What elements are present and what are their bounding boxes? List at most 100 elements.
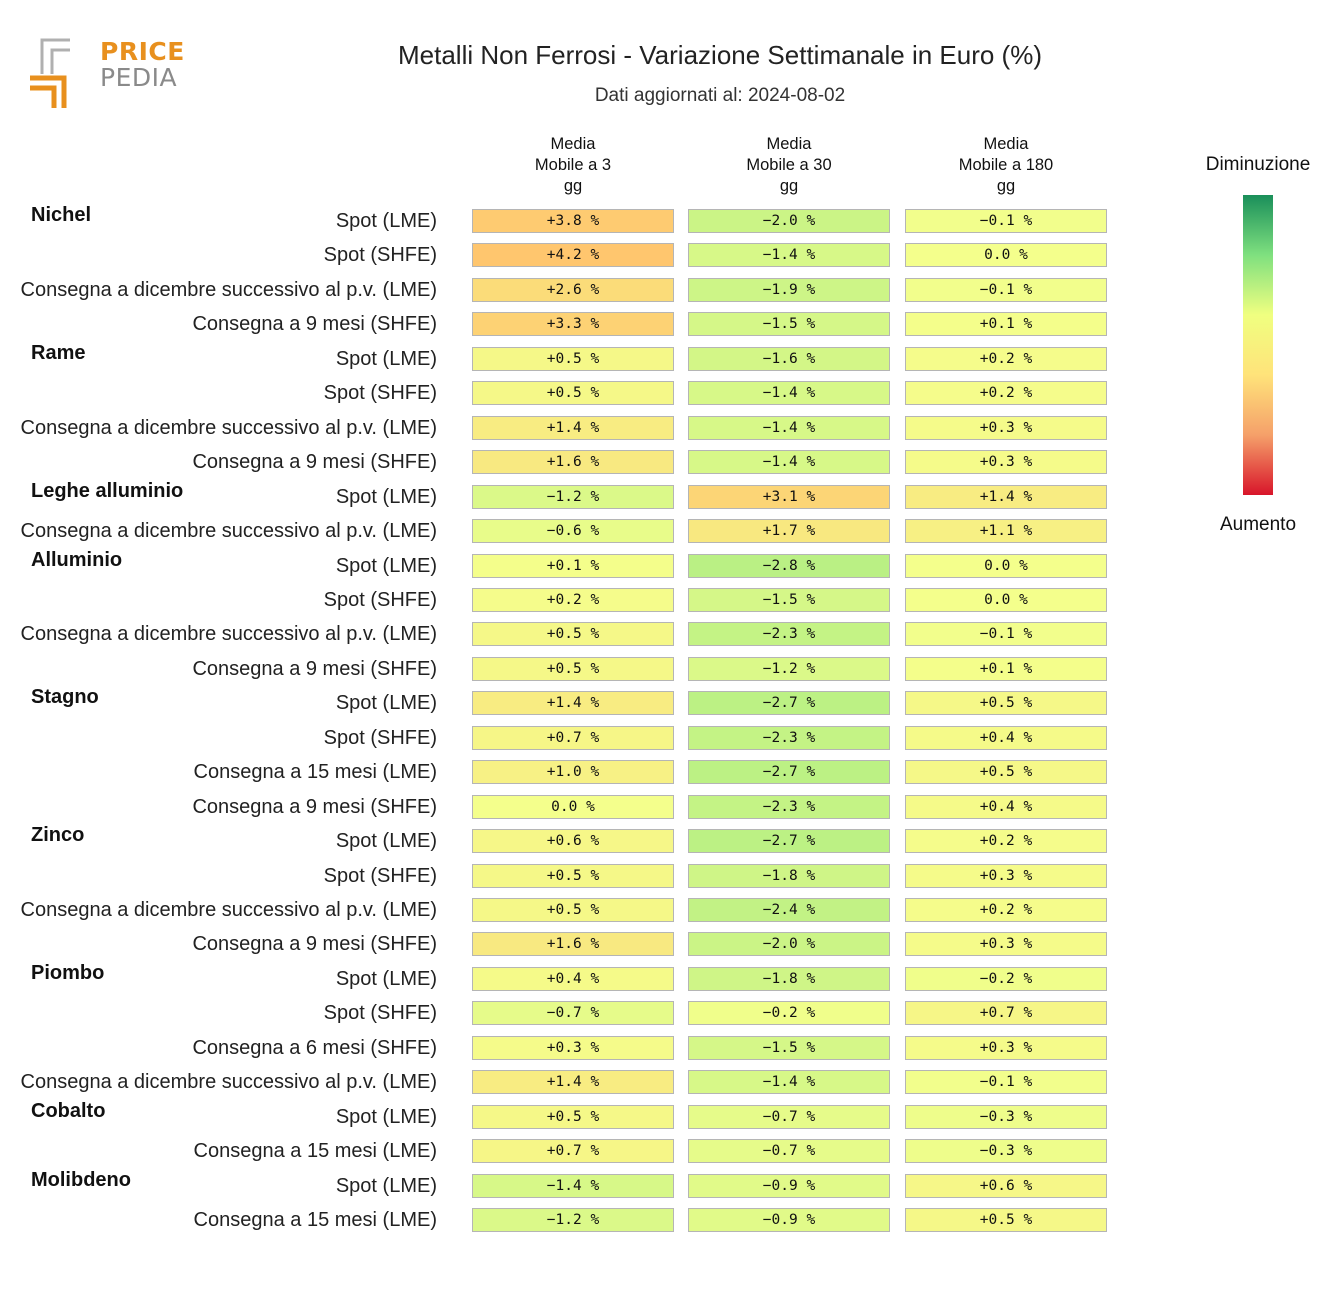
heatmap-cell: +0.4 % — [905, 725, 1107, 750]
column-header-line: gg — [779, 177, 799, 195]
column-header-line: Mobile a 3 — [534, 156, 612, 174]
heatmap-cell: +0.2 % — [905, 346, 1107, 371]
group-label: Cobalto — [31, 1099, 106, 1122]
heatmap-cell: −1.5 % — [688, 1035, 890, 1060]
logo-word-price: PRICE — [100, 37, 185, 66]
row-label: Spot (LME) — [335, 347, 437, 370]
heatmap-cell: +0.3 % — [905, 415, 1107, 440]
group-label: Piombo — [31, 961, 105, 984]
column-header-line: Mobile a 180 — [958, 156, 1054, 174]
row-label: Consegna a 9 mesi (SHFE) — [192, 451, 437, 474]
column-header-line: Media — [550, 135, 596, 153]
heatmap-cell: 0.0 % — [905, 553, 1107, 578]
row-label: Consegna a 9 mesi (SHFE) — [192, 313, 437, 336]
heatmap-cell: −1.4 % — [688, 450, 890, 475]
heatmap-cell: −0.2 % — [905, 966, 1107, 991]
heatmap-cell: +0.5 % — [472, 1104, 674, 1129]
heatmap-cell: +1.6 % — [472, 932, 674, 957]
heatmap-cell: −1.8 % — [688, 966, 890, 991]
heatmap-cell: +0.3 % — [905, 932, 1107, 957]
heatmap-cell: +0.7 % — [472, 1139, 674, 1164]
column-header-3: Media Mobile a 180 gg — [905, 134, 1107, 197]
heatmap-cell: +0.5 % — [472, 656, 674, 681]
heatmap-cell: +0.2 % — [905, 829, 1107, 854]
row-label: Consegna a 6 mesi (SHFE) — [192, 1036, 437, 1059]
heatmap-cell: +0.5 % — [905, 691, 1107, 716]
heatmap-cell: +1.6 % — [472, 450, 674, 475]
heatmap-cell: −1.4 % — [688, 243, 890, 268]
heatmap-cell: +3.8 % — [472, 209, 674, 233]
row-label: Consegna a dicembre successivo al p.v. (… — [20, 1071, 437, 1094]
heatmap-cell: −2.7 % — [688, 760, 890, 785]
heatmap-cell: −1.8 % — [688, 863, 890, 888]
heatmap-cell: +1.0 % — [472, 760, 674, 785]
row-label: Consegna a 9 mesi (SHFE) — [192, 657, 437, 680]
row-label: Spot (LME) — [335, 1105, 437, 1128]
heatmap-cell: +1.4 % — [472, 415, 674, 440]
column-header-line: gg — [996, 177, 1016, 195]
heatmap-cell: +0.5 % — [472, 346, 674, 371]
heatmap-cell: −0.6 % — [472, 519, 674, 544]
logo-word-pedia: PEDIA — [100, 63, 178, 92]
column-header-line: gg — [563, 177, 583, 195]
heatmap-cell: −1.5 % — [688, 312, 890, 337]
column-header-line: Media — [766, 135, 812, 153]
row-label: Spot (SHFE) — [323, 382, 437, 405]
legend-bottom-label: Aumento — [1219, 514, 1297, 535]
heatmap-cell: −0.7 % — [688, 1104, 890, 1129]
row-label: Spot (LME) — [335, 1174, 437, 1197]
heatmap-cell: +0.5 % — [472, 898, 674, 922]
group-label: Nichel — [31, 204, 92, 226]
heatmap-cell: −0.3 % — [905, 1139, 1107, 1164]
heatmap-cell: 0.0 % — [905, 243, 1107, 268]
row-label: Consegna a 9 mesi (SHFE) — [192, 795, 437, 818]
heatmap-cell: +1.4 % — [472, 691, 674, 716]
heatmap-cell: −0.7 % — [472, 1001, 674, 1026]
heatmap-cell: −0.1 % — [905, 1070, 1107, 1095]
column-header-2: Media Mobile a 30 gg — [688, 134, 890, 197]
column-header-1: Media Mobile a 3 gg — [472, 134, 674, 197]
row-label: Spot (LME) — [335, 485, 437, 508]
heatmap-cell: +0.7 % — [472, 725, 674, 750]
row-label: Spot (SHFE) — [323, 1002, 437, 1025]
logo-mark — [30, 38, 70, 108]
row-label: Spot (SHFE) — [323, 726, 437, 749]
heatmap-cell: +0.5 % — [905, 1208, 1107, 1233]
heatmap-cell: +0.1 % — [472, 553, 674, 578]
group-label: Alluminio — [31, 548, 123, 571]
heatmap-cell: +0.3 % — [905, 1035, 1107, 1060]
heatmap-cell: +0.2 % — [905, 381, 1107, 406]
heatmap-cell: 0.0 % — [472, 794, 674, 819]
heatmap-cell: +1.1 % — [905, 519, 1107, 544]
heatmap-cell: +4.2 % — [472, 243, 674, 268]
row-label: Consegna a dicembre successivo al p.v. (… — [20, 623, 437, 646]
heatmap-cell: +0.4 % — [472, 966, 674, 991]
heatmap-cell: +1.7 % — [688, 519, 890, 544]
row-label: Consegna a 9 mesi (SHFE) — [192, 933, 437, 956]
row-label: Consegna a 15 mesi (LME) — [193, 761, 437, 784]
group-label: Stagno — [31, 686, 99, 709]
heatmap-cell: 0.0 % — [905, 587, 1107, 612]
heatmap-cell: −0.7 % — [688, 1139, 890, 1164]
group-label: Molibdeno — [31, 1168, 131, 1191]
column-header-line: Media — [983, 135, 1029, 153]
heatmap-cell: −1.4 % — [688, 381, 890, 406]
heatmap-cell: −0.9 % — [688, 1173, 890, 1198]
heatmap-cell: +1.4 % — [905, 484, 1107, 509]
heatmap-cell: −1.4 % — [472, 1173, 674, 1198]
heatmap-cell: +0.5 % — [472, 622, 674, 647]
heatmap-cell: +0.5 % — [472, 381, 674, 406]
heatmap-cell: +0.2 % — [905, 898, 1107, 922]
row-label: Consegna a 15 mesi (LME) — [193, 1209, 437, 1232]
heatmap-cell: +0.1 % — [905, 312, 1107, 337]
heatmap-cell: −2.7 % — [688, 829, 890, 854]
row-label: Spot (SHFE) — [323, 244, 437, 267]
heatmap-cell: −1.2 % — [472, 1208, 674, 1233]
chart-title: Metalli Non Ferrosi - Variazione Settima… — [398, 40, 1042, 70]
chart-subtitle: Dati aggiornati al: 2024-08-02 — [594, 85, 846, 106]
row-label: Spot (LME) — [335, 554, 437, 577]
heatmap-cell: −2.0 % — [688, 209, 890, 233]
row-label: Spot (LME) — [335, 210, 437, 232]
row-label: Spot (LME) — [335, 967, 437, 990]
heatmap-cell: +0.6 % — [905, 1173, 1107, 1198]
